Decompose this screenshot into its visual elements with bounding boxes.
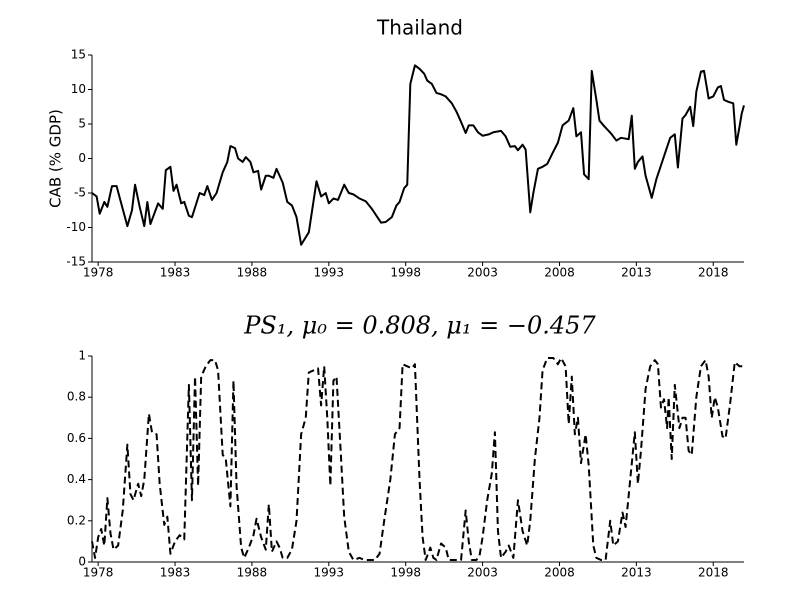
y-tick-label: 0.4 — [67, 472, 86, 486]
y-tick-label: 0.2 — [67, 513, 86, 527]
y-tick-label: 5 — [78, 117, 86, 131]
x-tick-label: 1978 — [83, 266, 114, 280]
x-tick-label: 1978 — [83, 566, 114, 580]
y-tick-label: -15 — [66, 255, 86, 269]
y-tick-label: 10 — [71, 82, 86, 96]
x-tick-label: 2018 — [698, 266, 729, 280]
x-tick-label: 2008 — [544, 566, 575, 580]
x-tick-label: 1998 — [390, 566, 421, 580]
x-tick-label: 2003 — [467, 566, 498, 580]
y-tick-label: -5 — [74, 186, 86, 200]
x-tick-label: 2018 — [698, 566, 729, 580]
x-tick-label: 1998 — [390, 266, 421, 280]
data-line — [91, 64, 745, 246]
x-tick-label: 2008 — [544, 266, 575, 280]
x-tick-label: 1983 — [160, 566, 191, 580]
chart-title: PS₁, μ₀ = 0.808, μ₁ = −0.457 — [243, 312, 596, 340]
x-tick-label: 2003 — [467, 266, 498, 280]
y-tick-label: -10 — [66, 220, 86, 234]
y-tick-label: 1 — [78, 349, 86, 363]
data-line — [91, 357, 744, 561]
x-tick-label: 2013 — [621, 566, 652, 580]
y-axis-label: CAB (% GDP) — [47, 109, 65, 208]
y-tick-label: 15 — [71, 48, 86, 62]
x-tick-label: 1983 — [160, 266, 191, 280]
x-tick-label: 1993 — [314, 266, 345, 280]
y-tick-label: 0.6 — [67, 431, 86, 445]
x-tick-label: 1993 — [314, 566, 345, 580]
x-tick-label: 1988 — [237, 266, 268, 280]
x-tick-label: 2013 — [621, 266, 652, 280]
y-tick-label: 0.8 — [67, 390, 86, 404]
y-tick-label: 0 — [78, 151, 86, 165]
x-tick-label: 1988 — [237, 566, 268, 580]
chart-title: Thailand — [376, 16, 463, 40]
y-tick-label: 0 — [78, 555, 86, 569]
